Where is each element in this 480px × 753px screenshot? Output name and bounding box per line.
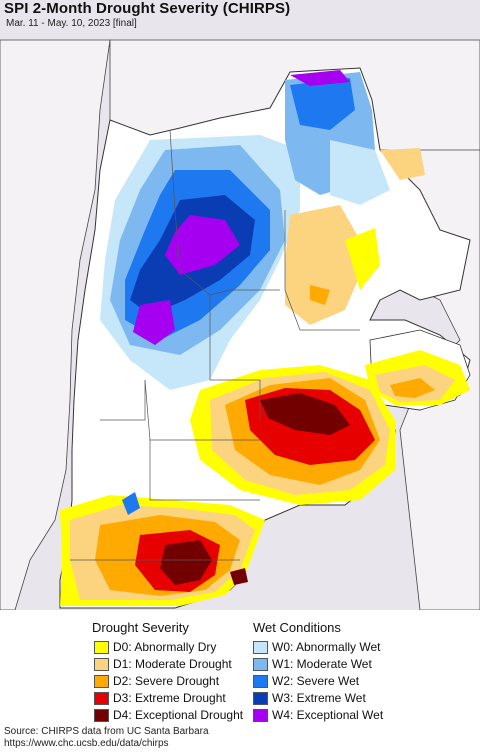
drought-label: D4: Exceptional Drought: [113, 708, 244, 722]
drought-swatch: [94, 640, 109, 654]
province-borders: [70, 129, 360, 561]
drought-swatch: [94, 691, 109, 705]
wet-swatch: [253, 657, 268, 671]
map-subtitle: Mar. 11 - May. 10, 2023 [final]: [6, 18, 137, 29]
source-url[interactable]: https://www.chc.ucsb.edu/data/chirps: [4, 738, 169, 749]
legend: Drought Severity Wet Conditions D0: Abno…: [0, 610, 480, 723]
drought-label: D3: Extreme Drought: [113, 691, 226, 705]
wet-label: W3: Extreme Wet: [272, 691, 366, 705]
wet-swatch: [253, 691, 268, 705]
wet-swatch: [253, 640, 268, 654]
drought-legend-title: Drought Severity: [92, 620, 189, 635]
drought-label: D2: Severe Drought: [113, 674, 220, 688]
wet-north-w0: [330, 140, 390, 205]
drought-label: D1: Moderate Drought: [113, 657, 232, 671]
drought-uy-d2: [390, 378, 435, 398]
drought-swatch: [94, 674, 109, 688]
drought-ne-d2: [310, 285, 330, 305]
wet-swatch: [253, 674, 268, 688]
drought-south-d4: [160, 540, 212, 585]
drought-legend-item: D0: Abnormally Dry: [94, 640, 216, 654]
wet-w4-area-a: [165, 215, 240, 275]
drought-legend-item: D2: Severe Drought: [94, 674, 219, 688]
drought-swatch: [94, 708, 109, 722]
drought-legend-item: D4: Exceptional Drought: [94, 708, 243, 722]
drought-ne-d1: [285, 205, 360, 325]
map-title: SPI 2-Month Drought Severity (CHIRPS): [4, 0, 291, 17]
wet-north-w4: [290, 70, 350, 86]
drought-label: D0: Abnormally Dry: [113, 640, 217, 654]
wet-label: W2: Severe Wet: [272, 674, 360, 688]
wet-legend-item: W0: Abnormally Wet: [253, 640, 380, 654]
chile-land: [0, 39, 111, 610]
drought-ne-d1b: [380, 148, 425, 180]
wet-legend-item: W3: Extreme Wet: [253, 691, 366, 705]
source-line: Source: CHIRPS data from UC Santa Barbar…: [4, 726, 209, 737]
wet-legend-item: W2: Severe Wet: [253, 674, 359, 688]
drought-legend-item: D1: Moderate Drought: [94, 657, 232, 671]
wet-north-w2: [290, 78, 355, 130]
wet-legend-item: W4: Exceptional Wet: [253, 708, 383, 722]
wet-swatch: [253, 708, 268, 722]
wet-legend-title: Wet Conditions: [253, 620, 341, 635]
drought-swatch: [94, 657, 109, 671]
source-credit: Source: CHIRPS data from UC Santa Barbar…: [4, 726, 209, 750]
wet-legend-item: W1: Moderate Wet: [253, 657, 372, 671]
drought-central-d4: [260, 393, 350, 435]
wet-label: W4: Exceptional Wet: [272, 708, 384, 722]
wet-label: W0: Abnormally Wet: [272, 640, 381, 654]
drought-south-d4b: [230, 568, 248, 585]
drought-ne-d0: [345, 228, 380, 290]
wet-south-spot: [122, 492, 140, 515]
wet-label: W1: Moderate Wet: [272, 657, 372, 671]
wet-w4-area-b: [133, 300, 175, 345]
drought-legend-item: D3: Extreme Drought: [94, 691, 226, 705]
drought-map: [0, 0, 480, 610]
